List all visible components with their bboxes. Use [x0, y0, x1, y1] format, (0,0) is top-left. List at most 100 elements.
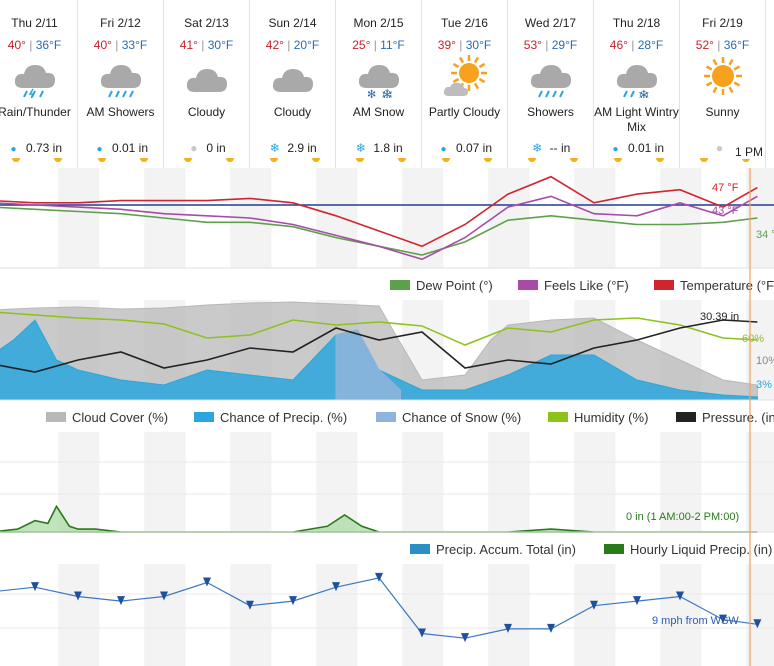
- night-band: [574, 432, 616, 532]
- svg-text:❄: ❄: [638, 88, 650, 98]
- low-temp: 20°F: [293, 38, 320, 52]
- day-condition: Sunny: [680, 105, 765, 137]
- legend-swatch: [604, 544, 624, 554]
- showers-icon: [508, 52, 593, 103]
- legend-swatch: [518, 280, 538, 290]
- high-temp: 46°: [609, 38, 628, 52]
- day-temps: 40° | 33°F: [78, 38, 163, 52]
- high-temp: 40°: [7, 38, 26, 52]
- night-band: [402, 564, 444, 666]
- day-name: Thu 2/18: [612, 16, 661, 30]
- wind-arrow: [547, 623, 555, 633]
- temp-separator: |: [455, 38, 466, 52]
- condition-text: AM Showers: [86, 105, 155, 119]
- precip-amount: 0.07 in: [455, 141, 493, 155]
- day-name: Wed 2/17: [524, 16, 577, 30]
- day-column: Thu 2/11 40° | 36°F Rain/Thunder ● 0.73 in: [0, 0, 78, 168]
- wind-arrow: [461, 633, 469, 643]
- cloud-annotation: 60%: [742, 333, 764, 345]
- day-column: Fri 2/12 40° | 33°F AM Showers ● 0.01 in: [78, 0, 164, 168]
- temp-separator: |: [370, 38, 381, 52]
- day-column: Thu 2/18 46° | 28°F ❄ AM Light Wintry Mix ● 0.…: [594, 0, 680, 168]
- day-precip: ●: [680, 141, 765, 155]
- condition-text: Sunny: [705, 105, 740, 119]
- legend-label: Feels Like (°F): [544, 278, 629, 293]
- sun-markers: [78, 158, 163, 164]
- temp-separator: |: [283, 38, 294, 52]
- svg-text:❄: ❄: [381, 86, 394, 98]
- condition-text: Mix: [627, 120, 646, 134]
- sun-markers: [422, 158, 507, 164]
- night-band: [316, 432, 358, 532]
- humidity-line: [0, 311, 758, 346]
- low-temp: 28°F: [637, 38, 664, 52]
- wind-arrow: [74, 591, 82, 601]
- precip-amount: 0 in: [206, 141, 226, 155]
- temp-separator: |: [111, 38, 122, 52]
- snowflake-icon: ❄: [532, 141, 543, 155]
- time-marker-label: 1 PM: [733, 145, 766, 159]
- night-band: [660, 432, 702, 532]
- sun-markers: [0, 158, 77, 164]
- day-column: Sun 2/14 42° | 20°F Cloudy ❄ 2.9 in: [250, 0, 336, 168]
- precip-amount: 0.01 in: [111, 141, 149, 155]
- day-name: Sat 2/13: [184, 16, 229, 30]
- day-precip: ❄ 2.9 in: [250, 141, 335, 155]
- day-precip: ● 0.01 in: [78, 141, 163, 157]
- high-temp: 41°: [179, 38, 198, 52]
- day-precip: ● 0.07 in: [422, 141, 507, 157]
- condition-text: Partly Cloudy: [428, 105, 501, 119]
- night-band: [660, 564, 702, 666]
- temp-separator: |: [197, 38, 208, 52]
- temp-annotation: 43 °F: [712, 205, 739, 217]
- night-band: [58, 564, 100, 666]
- night-band: [144, 432, 186, 532]
- raindrop-icon: ●: [10, 144, 17, 155]
- legend-swatch: [410, 544, 430, 554]
- low-temp: 29°F: [551, 38, 578, 52]
- wind-arrow: [332, 582, 340, 592]
- snowflake-icon: ❄: [355, 141, 366, 155]
- night-band: [488, 564, 530, 666]
- day-name: Thu 2/11: [11, 16, 58, 30]
- precip-amount: 1.8 in: [373, 141, 403, 155]
- legend-swatch: [390, 280, 410, 290]
- day-condition: Cloudy: [164, 105, 249, 137]
- condition-text: Rain/Thunder: [0, 105, 71, 119]
- legend-swatch: [654, 280, 674, 290]
- no-precip-icon: ●: [190, 141, 198, 155]
- sun-markers: [508, 158, 593, 164]
- night-band: [660, 168, 702, 268]
- high-temp: 52°: [695, 38, 714, 52]
- precip-amount: 2.9 in: [287, 141, 317, 155]
- cloud-annotation: 30.39 in: [700, 311, 739, 323]
- day-condition: Showers: [508, 105, 593, 137]
- high-temp: 40°: [93, 38, 112, 52]
- day-temps: 25° | 11°F: [336, 38, 421, 52]
- day-temps: 40° | 36°F: [0, 38, 77, 52]
- night-band: [316, 168, 358, 268]
- wintry-mix-icon: ❄: [594, 52, 679, 104]
- night-band: [230, 564, 272, 666]
- wind-arrow: [117, 596, 125, 606]
- temp-separator: |: [541, 38, 552, 52]
- day-condition: Rain/Thunder: [0, 105, 77, 137]
- legend-swatch: [376, 412, 396, 422]
- high-temp: 39°: [437, 38, 456, 52]
- hourly-charts: 47 °F 43 °F 34 °F Dew Point (°) Feels Like (…: [0, 168, 774, 666]
- day-name: Sun 2/14: [268, 16, 317, 30]
- svg-text:✻: ✻: [367, 88, 376, 98]
- raindrop-icon: ●: [612, 144, 619, 155]
- legend-label: Dew Point (°): [416, 278, 493, 293]
- legend-swatch: [194, 412, 214, 422]
- day-temps: 41° | 30°F: [164, 38, 249, 52]
- day-column: Mon 2/15 25° | 11°F ✻ ❄ AM Snow ❄ 1.8 in: [336, 0, 422, 168]
- cloudy-icon: [164, 52, 249, 103]
- temp-annotation: 47 °F: [712, 182, 739, 194]
- condition-text: AM Light Wintry: [594, 105, 679, 119]
- wind-arrow: [753, 619, 762, 629]
- night-band: [58, 168, 100, 268]
- day-condition: Cloudy: [250, 105, 335, 137]
- snowflake-icon: ❄: [269, 141, 280, 155]
- rain-thunder-icon: [0, 52, 77, 103]
